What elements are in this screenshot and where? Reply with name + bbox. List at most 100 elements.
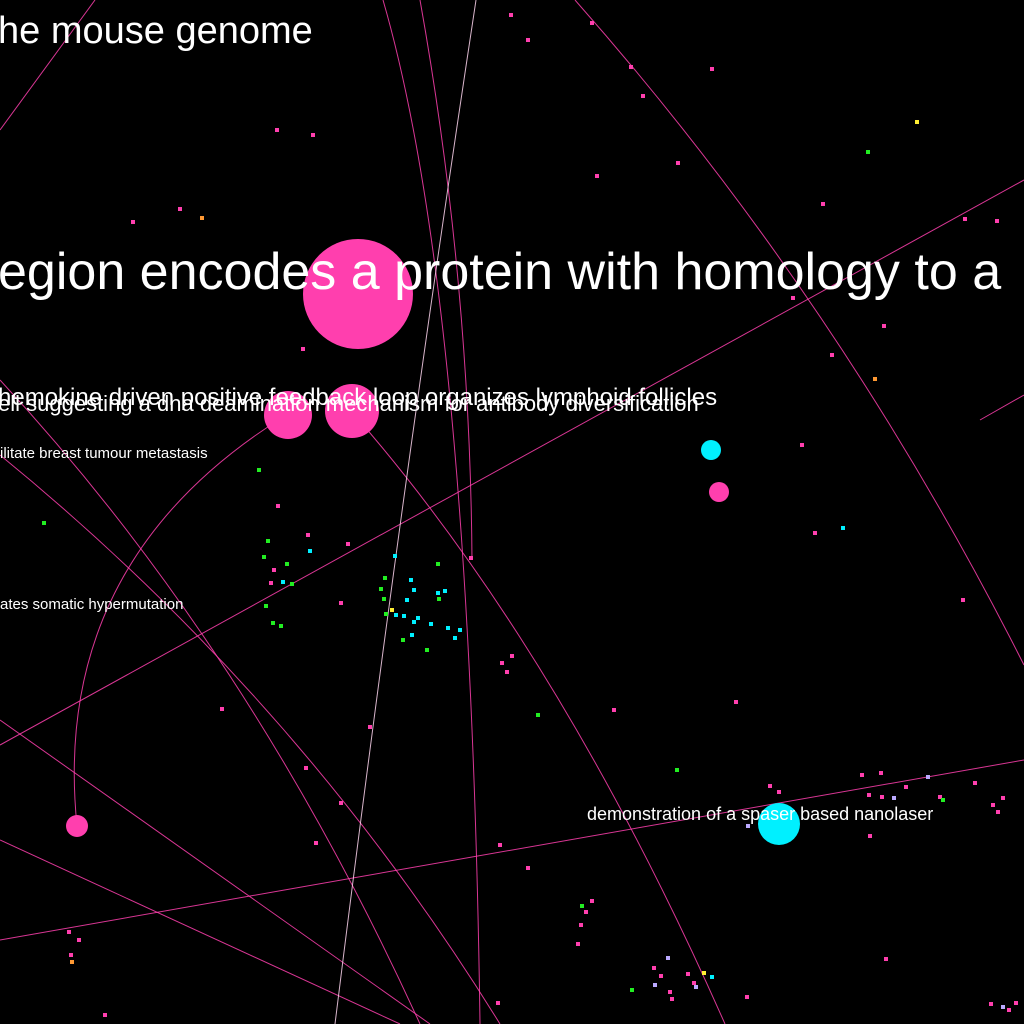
paper-node[interactable] <box>275 128 279 132</box>
paper-node[interactable] <box>306 533 310 537</box>
paper-node[interactable] <box>496 1001 500 1005</box>
paper-node[interactable] <box>272 568 276 572</box>
paper-node[interactable] <box>768 784 772 788</box>
paper-node[interactable] <box>266 539 270 543</box>
paper-node[interactable] <box>904 785 908 789</box>
paper-node[interactable] <box>276 504 280 508</box>
paper-node[interactable] <box>995 219 999 223</box>
paper-node[interactable] <box>402 614 406 618</box>
paper-node[interactable] <box>469 556 473 560</box>
paper-node[interactable] <box>595 174 599 178</box>
paper-node[interactable] <box>659 974 663 978</box>
paper-node[interactable] <box>526 866 530 870</box>
paper-node[interactable] <box>390 608 394 612</box>
paper-node[interactable] <box>271 621 275 625</box>
paper-node[interactable] <box>686 972 690 976</box>
paper-node[interactable] <box>926 775 930 779</box>
paper-node[interactable] <box>339 801 343 805</box>
paper-node[interactable] <box>505 670 509 674</box>
paper-node[interactable] <box>304 766 308 770</box>
paper-node[interactable] <box>938 795 942 799</box>
paper-node[interactable] <box>941 798 945 802</box>
paper-node[interactable] <box>412 588 416 592</box>
paper-node-chemokine-feedback[interactable] <box>264 391 312 439</box>
paper-node[interactable] <box>584 910 588 914</box>
paper-node[interactable] <box>860 773 864 777</box>
paper-node[interactable] <box>1001 796 1005 800</box>
paper-node[interactable] <box>915 120 919 124</box>
paper-node[interactable] <box>509 13 513 17</box>
paper-node[interactable] <box>67 930 71 934</box>
node-label-somatic-hypermutation[interactable]: ates somatic hypermutation <box>0 596 184 613</box>
paper-node[interactable] <box>401 638 405 642</box>
paper-node[interactable] <box>961 598 965 602</box>
paper-node[interactable] <box>880 795 884 799</box>
paper-node[interactable] <box>702 971 706 975</box>
paper-node[interactable] <box>868 834 872 838</box>
paper-node[interactable] <box>220 707 224 711</box>
paper-node[interactable] <box>383 576 387 580</box>
paper-node[interactable] <box>867 793 871 797</box>
paper-node[interactable] <box>410 633 414 637</box>
paper-node[interactable] <box>710 975 714 979</box>
paper-node[interactable] <box>579 923 583 927</box>
paper-node[interactable] <box>841 526 845 530</box>
paper-node[interactable] <box>429 622 433 626</box>
paper-node[interactable] <box>710 67 714 71</box>
paper-node[interactable] <box>311 133 315 137</box>
paper-node[interactable] <box>882 324 886 328</box>
paper-node[interactable] <box>379 587 383 591</box>
paper-node[interactable] <box>443 589 447 593</box>
paper-node[interactable] <box>641 94 645 98</box>
paper-node[interactable] <box>668 990 672 994</box>
paper-node[interactable] <box>42 521 46 525</box>
paper-node[interactable] <box>884 957 888 961</box>
paper-node[interactable] <box>526 38 530 42</box>
paper-node[interactable] <box>612 708 616 712</box>
paper-node[interactable] <box>425 648 429 652</box>
paper-node-breast-tumour[interactable] <box>66 815 88 837</box>
paper-node[interactable] <box>308 549 312 553</box>
paper-node[interactable] <box>264 604 268 608</box>
paper-node[interactable] <box>314 841 318 845</box>
paper-node[interactable] <box>131 220 135 224</box>
paper-node[interactable] <box>103 1013 107 1017</box>
paper-node[interactable] <box>653 983 657 987</box>
paper-node[interactable] <box>873 377 877 381</box>
paper-node[interactable] <box>694 985 698 989</box>
paper-node[interactable] <box>692 981 696 985</box>
paper-node[interactable] <box>866 150 870 154</box>
node-label-protein-homology[interactable]: egion encodes a protein with homology to… <box>0 243 1002 301</box>
paper-node[interactable] <box>412 620 416 624</box>
paper-node[interactable] <box>813 531 817 535</box>
paper-node[interactable] <box>510 654 514 658</box>
paper-node[interactable] <box>262 555 266 559</box>
node-label-dna-deamination[interactable]: ell suggesting a dna deamination mechani… <box>0 391 699 416</box>
paper-node[interactable] <box>963 217 967 221</box>
paper-node[interactable] <box>1014 1001 1018 1005</box>
paper-node[interactable] <box>746 824 750 828</box>
paper-node[interactable] <box>69 953 73 957</box>
paper-node[interactable] <box>576 942 580 946</box>
paper-node[interactable] <box>339 601 343 605</box>
paper-node[interactable] <box>666 956 670 960</box>
paper-node[interactable] <box>200 216 204 220</box>
paper-node[interactable] <box>70 960 74 964</box>
paper-node[interactable] <box>498 843 502 847</box>
paper-node[interactable] <box>777 790 781 794</box>
paper-node[interactable] <box>1007 1008 1011 1012</box>
paper-node[interactable] <box>745 995 749 999</box>
node-label-mouse-genome[interactable]: he mouse genome <box>0 10 313 52</box>
paper-node[interactable] <box>991 803 995 807</box>
paper-node[interactable] <box>675 768 679 772</box>
paper-node[interactable] <box>458 628 462 632</box>
paper-node[interactable] <box>590 21 594 25</box>
paper-node[interactable] <box>178 207 182 211</box>
paper-node[interactable] <box>416 616 420 620</box>
paper-node[interactable] <box>393 554 397 558</box>
paper-node[interactable] <box>437 597 441 601</box>
node-label-chemokine-feedback[interactable]: hemokine driven positive feedback loop o… <box>0 384 718 411</box>
paper-node[interactable] <box>436 591 440 595</box>
